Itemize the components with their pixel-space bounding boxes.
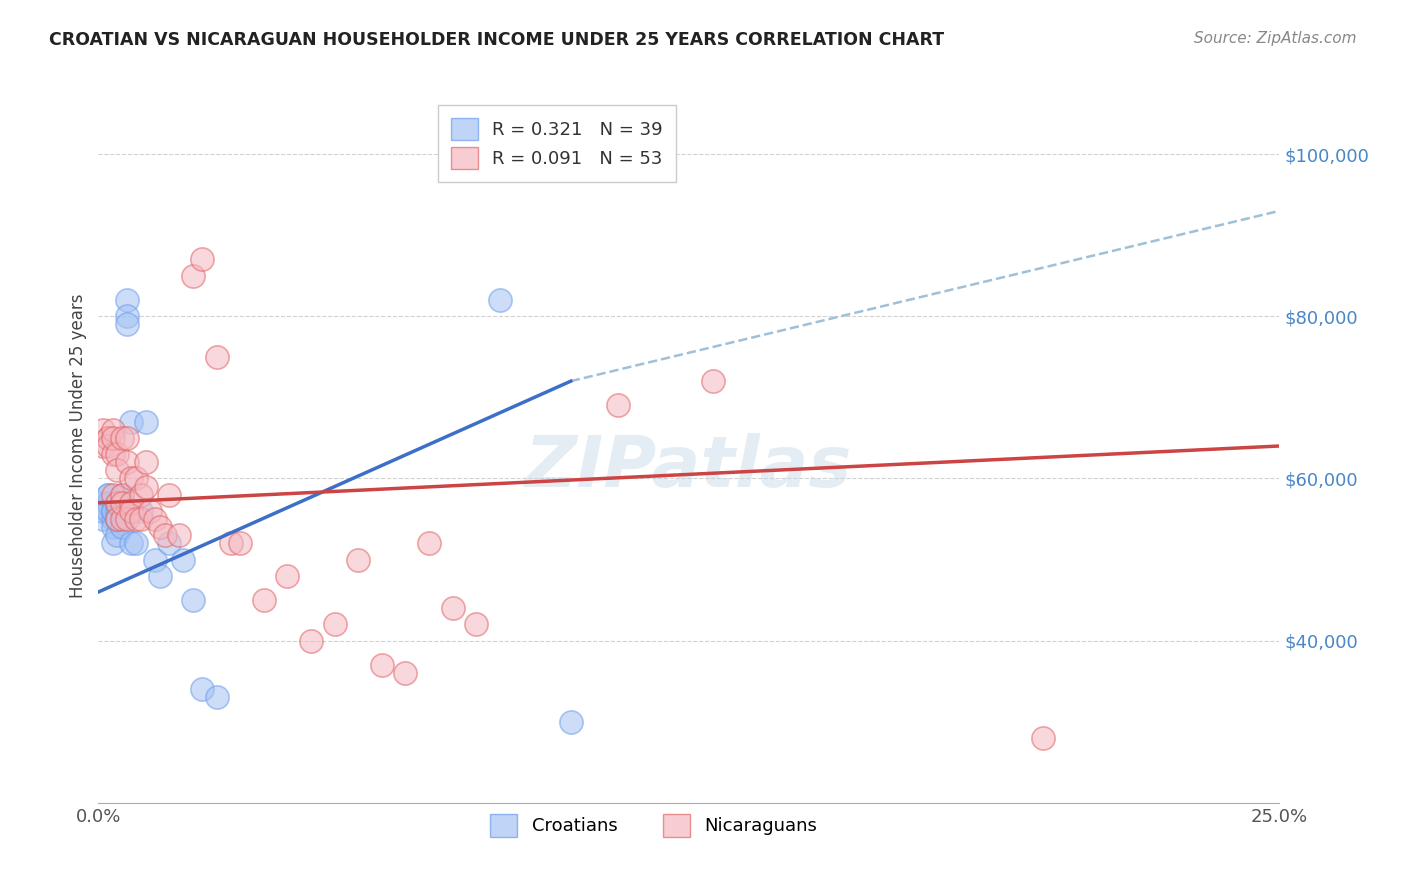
Point <box>139 504 162 518</box>
Point <box>101 447 124 461</box>
Point <box>111 488 134 502</box>
Point <box>115 431 138 445</box>
Point <box>111 431 134 445</box>
Point <box>347 552 370 566</box>
Point <box>97 496 120 510</box>
Point <box>465 617 488 632</box>
Point <box>115 293 138 307</box>
Point <box>111 488 134 502</box>
Point <box>135 415 157 429</box>
Point <box>205 350 228 364</box>
Text: Source: ZipAtlas.com: Source: ZipAtlas.com <box>1194 31 1357 46</box>
Point <box>607 399 630 413</box>
Point <box>105 496 128 510</box>
Point <box>129 488 152 502</box>
Point <box>91 439 114 453</box>
Point <box>121 496 143 510</box>
Point <box>219 536 242 550</box>
Point <box>101 504 124 518</box>
Point <box>229 536 252 550</box>
Point <box>129 512 152 526</box>
Point <box>253 593 276 607</box>
Point <box>97 431 120 445</box>
Point <box>105 512 128 526</box>
Point <box>489 293 512 307</box>
Point <box>97 439 120 453</box>
Point <box>105 447 128 461</box>
Point <box>111 512 134 526</box>
Point <box>101 504 124 518</box>
Point <box>111 496 134 510</box>
Point <box>105 528 128 542</box>
Point <box>371 657 394 672</box>
Point <box>101 423 124 437</box>
Point <box>153 528 176 542</box>
Point <box>157 536 180 550</box>
Point <box>105 504 128 518</box>
Point <box>91 496 114 510</box>
Point <box>97 504 120 518</box>
Point <box>121 504 143 518</box>
Point <box>702 374 724 388</box>
Point <box>105 512 128 526</box>
Legend: Croatians, Nicaraguans: Croatians, Nicaraguans <box>482 807 824 844</box>
Point <box>191 252 214 267</box>
Point <box>105 512 128 526</box>
Point <box>101 512 124 526</box>
Point <box>181 268 204 283</box>
Point <box>97 488 120 502</box>
Point <box>101 488 124 502</box>
Point <box>560 714 582 729</box>
Point <box>101 431 124 445</box>
Point <box>143 552 166 566</box>
Point <box>91 512 114 526</box>
Point <box>115 310 138 324</box>
Point <box>167 528 190 542</box>
Point <box>105 512 128 526</box>
Point <box>149 568 172 582</box>
Point <box>129 504 152 518</box>
Point <box>135 479 157 493</box>
Point <box>191 682 214 697</box>
Point <box>111 504 134 518</box>
Point <box>441 601 464 615</box>
Point <box>105 496 128 510</box>
Point <box>276 568 298 582</box>
Point <box>91 504 114 518</box>
Point <box>299 633 322 648</box>
Point <box>181 593 204 607</box>
Point <box>323 617 346 632</box>
Point <box>125 536 148 550</box>
Point <box>115 455 138 469</box>
Point <box>125 471 148 485</box>
Point <box>111 520 134 534</box>
Point <box>205 690 228 705</box>
Point <box>101 520 124 534</box>
Point <box>97 431 120 445</box>
Point <box>143 512 166 526</box>
Point <box>97 488 120 502</box>
Point <box>101 536 124 550</box>
Point <box>105 463 128 477</box>
Point <box>157 488 180 502</box>
Point <box>394 666 416 681</box>
Point <box>121 415 143 429</box>
Point <box>115 318 138 332</box>
Point <box>121 536 143 550</box>
Text: CROATIAN VS NICARAGUAN HOUSEHOLDER INCOME UNDER 25 YEARS CORRELATION CHART: CROATIAN VS NICARAGUAN HOUSEHOLDER INCOM… <box>49 31 945 49</box>
Point <box>111 488 134 502</box>
Y-axis label: Householder Income Under 25 years: Householder Income Under 25 years <box>69 293 87 599</box>
Point <box>115 512 138 526</box>
Point <box>121 471 143 485</box>
Point <box>135 455 157 469</box>
Text: ZIPatlas: ZIPatlas <box>526 433 852 502</box>
Point <box>1032 731 1054 745</box>
Point <box>172 552 194 566</box>
Point <box>418 536 440 550</box>
Point <box>91 423 114 437</box>
Point <box>125 512 148 526</box>
Point <box>149 520 172 534</box>
